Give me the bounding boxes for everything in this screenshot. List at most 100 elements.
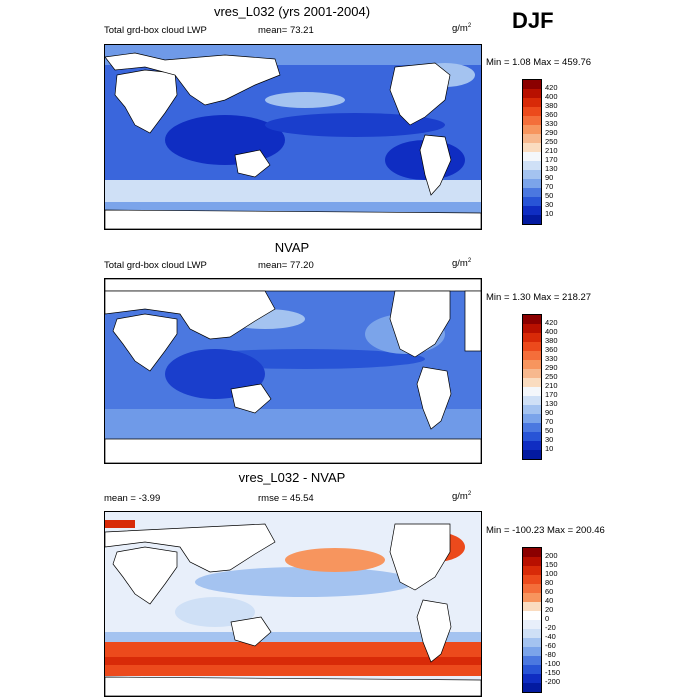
panel1-minmax: Min = 1.08 Max = 459.76 (486, 57, 592, 68)
panel1-colorbar-labels: 420 400 380 360 330 290 250 210 170 130 90 70 50 30 10 (545, 79, 585, 225)
colorbar-label: 210 (545, 146, 558, 155)
panel3-units: g/m2 (452, 491, 472, 503)
colorbar-segment (523, 432, 541, 441)
panel3-colorbar (522, 547, 542, 693)
panel3-colorbar-labels: 200 150 100 80 60 40 20 0 -20 -40 -60 -80 -100 -150 -2… (545, 547, 585, 693)
colorbar-label: -60 (545, 641, 556, 650)
panel1-colorbar (522, 79, 542, 225)
colorbar-segment (523, 674, 541, 683)
colorbar-segment (523, 188, 541, 197)
colorbar-label: 170 (545, 390, 558, 399)
colorbar-segment (523, 125, 541, 134)
continents (105, 52, 481, 229)
colorbar-segment (523, 423, 541, 432)
panel2-minmax: Min = 1.30 Max = 218.27 (486, 292, 592, 303)
colorbar-label: 50 (545, 426, 554, 435)
panel1-map (104, 44, 482, 230)
colorbar-label: -100 (545, 659, 561, 668)
colorbar-segment (523, 116, 541, 125)
colorbar-segment (523, 611, 541, 620)
colorbar-segment (523, 548, 541, 557)
colorbar-label: 90 (545, 408, 554, 417)
colorbar-label: 380 (545, 336, 558, 345)
panel1-mean-label: mean= 73.21 (258, 25, 314, 36)
colorbar-segment (523, 143, 541, 152)
colorbar-segment (523, 557, 541, 566)
colorbar-segment (523, 342, 541, 351)
colorbar-segment (523, 89, 541, 98)
colorbar-label: 250 (545, 372, 558, 381)
colorbar-label: 0 (545, 614, 550, 623)
colorbar-segment (523, 324, 541, 333)
continents (105, 279, 481, 463)
colorbar-segment (523, 450, 541, 459)
colorbar-label: -150 (545, 668, 561, 677)
colorbar-segment (523, 414, 541, 423)
colorbar-label: 400 (545, 327, 558, 336)
colorbar-segment (523, 683, 541, 692)
panel3-minmax: Min = -100.23 Max = 200.46 (486, 525, 605, 536)
colorbar-label: 30 (545, 200, 554, 209)
colorbar-segment (523, 107, 541, 116)
colorbar-label: 70 (545, 182, 554, 191)
colorbar-segment (523, 441, 541, 450)
colorbar-segment (523, 665, 541, 674)
colorbar-segment (523, 638, 541, 647)
colorbar-segment (523, 378, 541, 387)
panel3-left-label: mean = -3.99 (104, 493, 161, 504)
panel2-map (104, 278, 482, 464)
colorbar-label: -20 (545, 623, 556, 632)
colorbar-label: 150 (545, 560, 558, 569)
colorbar-segment (523, 584, 541, 593)
colorbar-segment (523, 396, 541, 405)
colorbar-label: 40 (545, 596, 554, 605)
colorbar-label: 60 (545, 587, 554, 596)
colorbar-segment (523, 333, 541, 342)
colorbar-label: 330 (545, 119, 558, 128)
season-label: DJF (512, 8, 554, 33)
colorbar-label: 200 (545, 551, 558, 560)
colorbar-label: 420 (545, 318, 558, 327)
colorbar-label: 290 (545, 363, 558, 372)
colorbar-segment (523, 387, 541, 396)
colorbar-label: -200 (545, 677, 561, 686)
panel3-map (104, 511, 482, 697)
colorbar-label: 360 (545, 345, 558, 354)
colorbar-label: 130 (545, 164, 558, 173)
colorbar-segment (523, 134, 541, 143)
colorbar-label: -80 (545, 650, 556, 659)
colorbar-label: 330 (545, 354, 558, 363)
panel1-title: vres_L032 (yrs 2001-2004) (213, 4, 371, 19)
colorbar-label: 130 (545, 399, 558, 408)
colorbar-segment (523, 629, 541, 638)
colorbar-segment (523, 215, 541, 224)
colorbar-segment (523, 602, 541, 611)
colorbar-segment (523, 179, 541, 188)
colorbar-segment (523, 206, 541, 215)
colorbar-label: 30 (545, 435, 554, 444)
colorbar-segment (523, 656, 541, 665)
panel1-left-label: Total grd-box cloud LWP (104, 25, 207, 36)
colorbar-label: 250 (545, 137, 558, 146)
colorbar-segment (523, 360, 541, 369)
panel3-mean-label: rmse = 45.54 (258, 493, 314, 504)
colorbar-segment (523, 593, 541, 602)
colorbar-segment (523, 161, 541, 170)
colorbar-segment (523, 620, 541, 629)
panel1-units: g/m2 (452, 23, 472, 35)
colorbar-label: 380 (545, 101, 558, 110)
colorbar-segment (523, 197, 541, 206)
panel2-left-label: Total grd-box cloud LWP (104, 260, 207, 271)
colorbar-segment (523, 98, 541, 107)
panel2-title: NVAP (274, 240, 310, 255)
colorbar-label: -40 (545, 632, 556, 641)
colorbar-segment (523, 566, 541, 575)
panel2-mean-label: mean= 77.20 (258, 260, 314, 271)
colorbar-segment (523, 170, 541, 179)
colorbar-segment (523, 152, 541, 161)
colorbar-label: 290 (545, 128, 558, 137)
colorbar-label: 90 (545, 173, 554, 182)
colorbar-label: 80 (545, 578, 554, 587)
colorbar-label: 50 (545, 191, 554, 200)
panel2-colorbar-labels: 420 400 380 360 330 290 250 210 170 130 90 70 50 30 10 (545, 314, 585, 460)
